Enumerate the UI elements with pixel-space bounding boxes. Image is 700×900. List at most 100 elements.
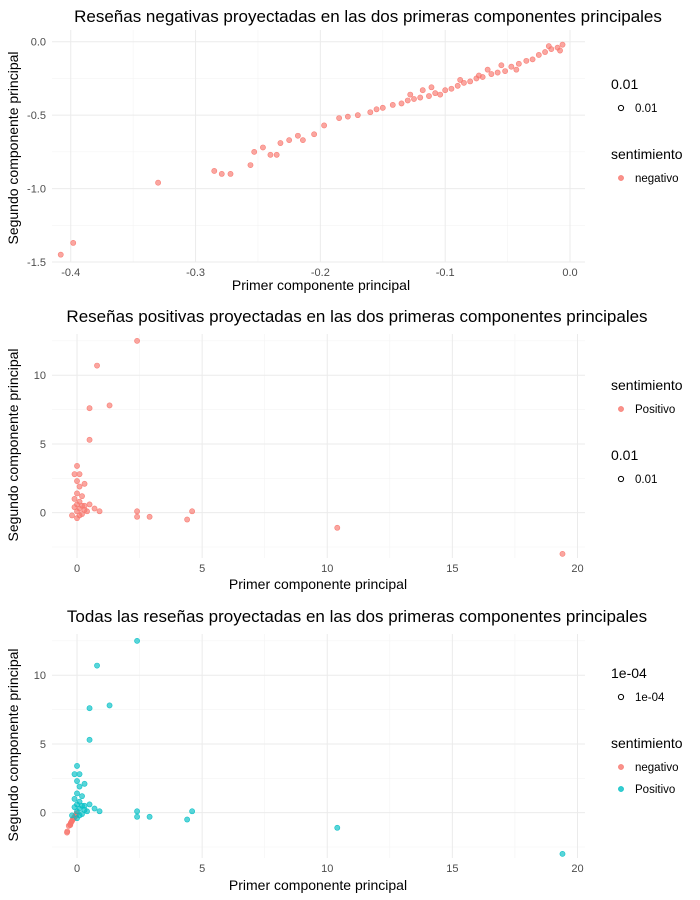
- x-tick-label: 0: [74, 863, 80, 875]
- data-point: [294, 132, 301, 139]
- legend-label: 1e-04: [635, 692, 665, 704]
- x-tick-label: 15: [446, 863, 458, 875]
- data-point: [189, 808, 196, 815]
- legend-label: negativo: [635, 173, 678, 185]
- x-tick-label: 20: [571, 863, 583, 875]
- data-point: [91, 505, 98, 512]
- data-point: [535, 52, 542, 58]
- data-point: [81, 480, 88, 487]
- data-point: [344, 113, 351, 120]
- legend-label: negativo: [635, 762, 678, 774]
- y-tick-label: 5: [40, 439, 46, 451]
- data-point: [96, 808, 103, 815]
- data-point: [134, 813, 140, 820]
- legend: 1e-04 1e-04 sentimiento negativo Positivo: [611, 665, 683, 796]
- data-point: [457, 77, 464, 83]
- x-tick-label: 0.0: [562, 267, 577, 279]
- x-axis-label: Primer componente principal: [229, 576, 407, 592]
- x-tick-label: 10: [321, 563, 333, 575]
- x-tick-label: -0.3: [186, 267, 205, 279]
- data-point: [389, 101, 396, 108]
- chart-panel-todas: Todas las reseñas proyectadas en las dos…: [5, 607, 683, 893]
- data-point: [79, 511, 85, 517]
- legend: sentimiento Positivo 0.01 0.01: [611, 377, 683, 486]
- data-point: [454, 82, 461, 89]
- data-point: [354, 112, 361, 119]
- data-point: [146, 813, 153, 820]
- data-point: [373, 106, 380, 113]
- data-point: [218, 170, 225, 177]
- x-tick-label: 0: [74, 563, 80, 575]
- data-point: [515, 60, 522, 67]
- data-point: [74, 490, 80, 497]
- data-point: [79, 793, 85, 800]
- data-point: [74, 778, 80, 784]
- data-point: [69, 512, 75, 519]
- data-point: [559, 850, 566, 857]
- data-point: [76, 771, 83, 778]
- data-point: [367, 109, 374, 116]
- legend-title: sentimiento: [611, 377, 683, 393]
- legend-label: 0.01: [635, 103, 657, 115]
- grid: [52, 30, 585, 263]
- data-point: [81, 780, 88, 787]
- data-point: [74, 478, 80, 484]
- data-point: [417, 94, 424, 101]
- x-tick-label: 5: [199, 563, 205, 575]
- data-point: [134, 513, 140, 520]
- x-tick-label: 15: [446, 563, 458, 575]
- data-point: [71, 771, 78, 778]
- legend-key: [618, 406, 624, 412]
- x-ticks: 0 5 10 15 20: [74, 563, 584, 575]
- data-point: [321, 122, 328, 129]
- x-ticks: -0.4 -0.3 -0.2 -0.1 0.0: [61, 267, 577, 279]
- data-point: [311, 131, 318, 138]
- x-ticks: 0 5 10 15 20: [74, 863, 584, 875]
- data-point: [64, 828, 71, 835]
- data-point: [81, 502, 88, 509]
- data-point: [467, 78, 474, 85]
- data-point: [286, 137, 293, 144]
- data-points: [69, 337, 566, 557]
- data-point: [542, 49, 548, 55]
- data-point: [79, 493, 85, 500]
- x-tick-label: 5: [199, 863, 205, 875]
- data-point: [71, 471, 78, 478]
- data-point: [432, 90, 439, 97]
- data-point: [74, 790, 80, 797]
- y-tick-label: -1.5: [27, 257, 46, 269]
- legend-label: Positivo: [635, 784, 675, 796]
- data-point: [557, 47, 563, 54]
- data-point: [74, 515, 80, 522]
- data-point: [398, 100, 405, 107]
- legend-label: Positivo: [635, 404, 675, 416]
- data-point: [411, 96, 417, 102]
- data-point: [513, 66, 520, 73]
- data-point: [96, 508, 103, 515]
- data-point: [498, 62, 505, 69]
- data-point: [57, 251, 64, 258]
- data-point: [79, 811, 85, 817]
- data-point: [184, 816, 191, 823]
- data-point: [71, 796, 78, 802]
- y-tick-label: 10: [34, 370, 46, 382]
- chart-panel-negativas: Reseñas negativas proyectadas en las dos…: [5, 7, 683, 293]
- data-point: [508, 63, 515, 70]
- y-tick-label: -0.5: [27, 110, 46, 122]
- data-point: [94, 362, 100, 369]
- legend-title: 0.01: [611, 76, 638, 92]
- data-points: [64, 637, 566, 857]
- y-axis-label: Segundo componente principal: [5, 51, 21, 244]
- data-point: [428, 84, 435, 91]
- y-tick-label: 0: [40, 508, 46, 520]
- data-point: [76, 783, 83, 790]
- chart-title: Reseñas positivas proyectadas en las dos…: [66, 307, 647, 326]
- y-tick-label: 0.0: [31, 37, 46, 49]
- data-point: [484, 66, 491, 73]
- x-tick-label: 10: [321, 863, 333, 875]
- data-point: [74, 508, 80, 515]
- legend-key: [618, 786, 624, 792]
- x-tick-label: -0.1: [436, 267, 455, 279]
- data-point: [184, 516, 191, 523]
